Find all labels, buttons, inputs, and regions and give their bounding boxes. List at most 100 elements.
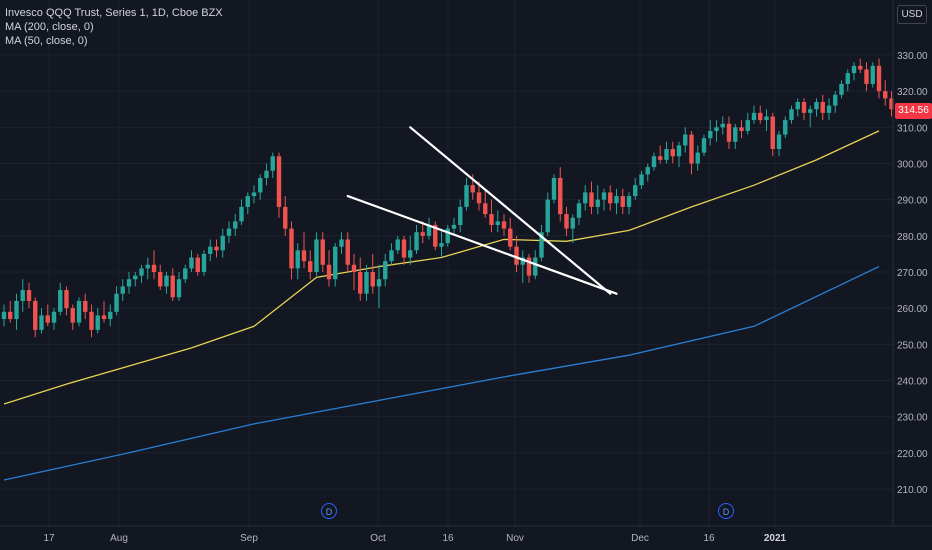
price-tick-label: 300.00 (897, 160, 928, 171)
ma-200-line[interactable] (3, 266, 880, 481)
candle (376, 264, 382, 309)
candle-body (589, 192, 594, 207)
dividend-marker-icon[interactable]: D (718, 503, 734, 519)
candle (858, 58, 863, 74)
price-tick-label: 310.00 (897, 123, 928, 134)
candle (308, 250, 313, 280)
candle-body (158, 272, 163, 287)
candle-body (339, 239, 344, 247)
time-axis[interactable]: 17 Aug Sep Oct 16 Nov Dec 16 2021 (43, 533, 786, 544)
ma200-legend[interactable]: MA (200, close, 0) (5, 21, 94, 33)
candle (14, 293, 19, 330)
candle-body (201, 253, 207, 272)
candle (551, 174, 557, 204)
candle-body (833, 94, 838, 106)
candle (639, 170, 644, 189)
price-axis[interactable]: 330.00 320.00 310.00 300.00 290.00 280.00 270.… (897, 51, 928, 496)
trendline[interactable] (409, 126, 612, 295)
candles-layer (1, 58, 894, 338)
candle (301, 232, 307, 269)
candle-body (501, 221, 507, 229)
candle-body (664, 149, 669, 160)
candle (339, 232, 344, 254)
candle (489, 199, 494, 233)
candle (770, 112, 775, 157)
candle-body (601, 192, 607, 200)
candle (70, 304, 75, 330)
candle-body (476, 192, 482, 204)
currency-button[interactable]: USD (897, 5, 927, 24)
symbol-title[interactable]: Invesco QQQ Trust, Series 1, 1D, Cboe BZ… (5, 7, 223, 19)
candle (820, 94, 825, 121)
candle (76, 297, 82, 327)
candle (20, 279, 25, 312)
candle-body (276, 156, 282, 207)
price-tick-label: 230.00 (897, 413, 928, 424)
candle-body (864, 69, 869, 84)
candle-body (645, 167, 650, 175)
price-tick-label: 330.00 (897, 51, 928, 62)
candle (745, 112, 750, 135)
candle (45, 304, 50, 327)
candle-body (145, 264, 150, 269)
candle (233, 214, 238, 236)
candle (295, 243, 300, 280)
candle (1, 304, 7, 327)
candle-body (51, 311, 57, 323)
candle-body (858, 65, 863, 70)
candle-body (164, 275, 169, 287)
candle-body (845, 73, 850, 84)
candle-body (245, 196, 250, 207)
candle (270, 152, 275, 178)
candle (839, 80, 844, 99)
candle (726, 116, 732, 150)
candle (214, 239, 219, 258)
candle-body (751, 112, 757, 121)
trendline[interactable] (346, 194, 618, 295)
candle (664, 141, 669, 164)
candle-body (670, 149, 675, 157)
candle (601, 188, 607, 211)
candle (326, 250, 332, 287)
time-tick-label: Nov (506, 533, 524, 544)
ma50-legend[interactable]: MA (50, close, 0) (5, 35, 88, 47)
candle (695, 145, 700, 171)
candle-body (314, 239, 319, 272)
candle (608, 185, 613, 211)
candle (226, 221, 232, 244)
candle-body (714, 127, 719, 131)
candle (558, 167, 563, 222)
candle-body (270, 156, 275, 171)
candle (814, 98, 819, 117)
dividend-marker-icon[interactable]: D (321, 503, 337, 519)
candle-body (870, 65, 875, 84)
candle (364, 264, 369, 301)
candle (520, 250, 525, 283)
candle-body (539, 232, 544, 258)
candle-body (176, 279, 182, 298)
candle (801, 98, 807, 121)
candle (183, 264, 188, 283)
candle-body (439, 243, 444, 247)
candle-body (695, 152, 700, 164)
candle-body (14, 300, 19, 320)
candle-body (726, 123, 732, 142)
candle-body (133, 275, 138, 280)
candle (776, 130, 782, 157)
candle-body (408, 250, 413, 258)
candle-body (45, 315, 50, 323)
candle (508, 217, 513, 251)
candle-body (576, 203, 582, 218)
candle (239, 199, 244, 225)
candle (545, 192, 550, 236)
candle (851, 62, 857, 81)
candle-body (39, 315, 44, 330)
candle-body (95, 315, 100, 330)
trendline-layer[interactable] (346, 126, 618, 295)
candle-body (83, 300, 88, 312)
price-tick-label: 250.00 (897, 340, 928, 351)
candle (433, 221, 438, 251)
candle (158, 264, 163, 291)
candle (39, 308, 44, 334)
